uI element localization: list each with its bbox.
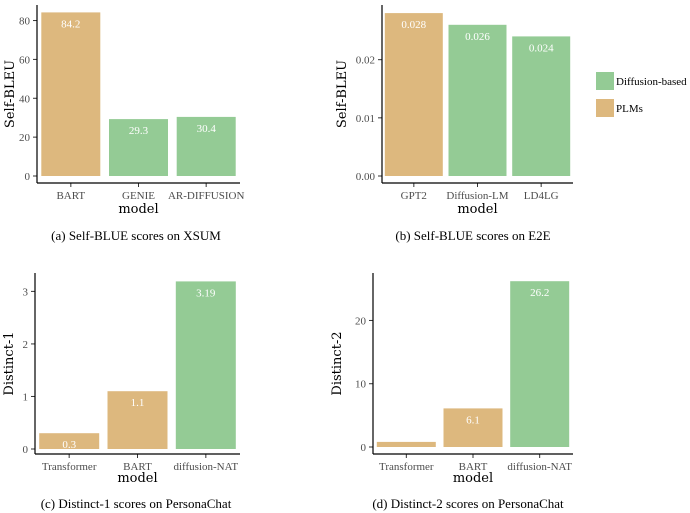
bar-value-label: 84.2	[61, 18, 80, 30]
legend-label: PLMs	[616, 103, 643, 115]
bar-bart	[41, 12, 101, 177]
bar-value-label: 30.4	[197, 123, 217, 135]
x-tick-label: Transformer	[379, 461, 434, 473]
bar-bart	[107, 391, 168, 449]
x-tick-label: GENIE	[122, 190, 155, 202]
legend-swatch	[596, 72, 614, 90]
x-axis-title: model	[118, 202, 158, 217]
bar-diffusion-lm	[448, 24, 507, 176]
y-tick-label: 0.02	[356, 55, 375, 67]
bar-value-label: 0.024	[529, 42, 554, 54]
chart-panel-d: Transformer 6.1 BART 26.2 diffusion-NAT 0 10 20…	[330, 273, 573, 511]
y-tick-label: 0.01	[356, 113, 375, 125]
bar-value-label: 6.1	[466, 414, 480, 426]
legend-label: Diffusion-based	[616, 76, 687, 88]
y-tick-label: 0	[25, 171, 31, 183]
y-tick-label: 80	[19, 16, 31, 28]
bar-value-label: 0.026	[465, 31, 490, 43]
x-tick-label: diffusion-NAT	[174, 461, 239, 473]
x-tick-label: Diffusion-LM	[446, 190, 508, 202]
x-tick-label: BART	[459, 461, 488, 473]
chart-panel-b: 0.028 GPT2 0.026 Diffusion-LM 0.024 LD4LG 0.00…	[335, 5, 573, 243]
x-tick-label: AR-DIFFUSION	[168, 190, 244, 202]
y-tick-label: 2	[23, 339, 29, 351]
bar-ar-diffusion	[176, 116, 236, 176]
panel-caption: (c) Distinct-1 scores on PersonaChat	[41, 496, 232, 511]
bar-diffusion-nat	[175, 281, 236, 449]
x-tick-label: Transformer	[42, 461, 97, 473]
bar-transformer	[376, 441, 436, 447]
x-tick-label: BART	[123, 461, 152, 473]
y-tick-label: 3	[23, 286, 29, 298]
bar-value-label: 1.1	[131, 397, 145, 409]
bar-diffusion-nat	[510, 281, 570, 447]
y-tick-label: 1	[23, 392, 29, 404]
panel-caption: (d) Distinct-2 scores on PersonaChat	[372, 496, 564, 511]
x-tick-label: diffusion-NAT	[507, 461, 572, 473]
bar-transformer	[39, 433, 100, 449]
bar-value-label: 0.028	[401, 19, 426, 31]
x-tick-label: BART	[56, 190, 85, 202]
y-tick-label: 0	[23, 444, 29, 456]
y-tick-label: 40	[19, 93, 31, 105]
x-tick-label: LD4LG	[524, 190, 559, 202]
y-axis-title: Distinct-2	[330, 331, 345, 395]
x-tick-label: GPT2	[401, 190, 427, 202]
x-axis-title: model	[457, 202, 497, 217]
chart-panel-a: 84.2 BART 29.3 GENIE 30.4 AR-DIFFUSION 0 20 40 60…	[3, 5, 244, 243]
y-axis-title: Self-BLEU	[3, 60, 18, 128]
bar-value-label: 0.3	[62, 439, 76, 451]
y-tick-label: 20	[19, 132, 31, 144]
bar-value-label: 29.3	[129, 125, 149, 137]
bar-bart	[443, 408, 503, 447]
bar-ld4lg	[512, 36, 571, 177]
y-tick-label: 10	[355, 379, 367, 391]
legend: Diffusion-based PLMs	[596, 72, 687, 117]
x-axis-title: model	[453, 471, 493, 486]
bar-gpt2	[384, 13, 443, 176]
panel-caption: (a) Self-BLUE scores on XSUM	[51, 228, 221, 243]
panel-caption: (b) Self-BLUE scores on E2E	[395, 228, 550, 243]
y-tick-label: 60	[19, 54, 31, 66]
y-axis-title: Distinct-1	[2, 331, 17, 395]
y-tick-label: 0	[361, 442, 367, 454]
x-axis-title: model	[117, 471, 157, 486]
y-axis-title: Self-BLEU	[335, 60, 350, 128]
legend-swatch	[596, 99, 614, 117]
bar-genie	[109, 119, 168, 176]
chart-panel-c: 0.3 Transformer 1.1 BART 3.19 diffusion-NAT 0 1…	[2, 273, 240, 511]
bar-value-label: 26.2	[530, 287, 549, 299]
y-tick-label: 0.00	[356, 171, 376, 183]
bar-value-label: 3.19	[196, 287, 216, 299]
y-tick-label: 20	[355, 316, 367, 328]
